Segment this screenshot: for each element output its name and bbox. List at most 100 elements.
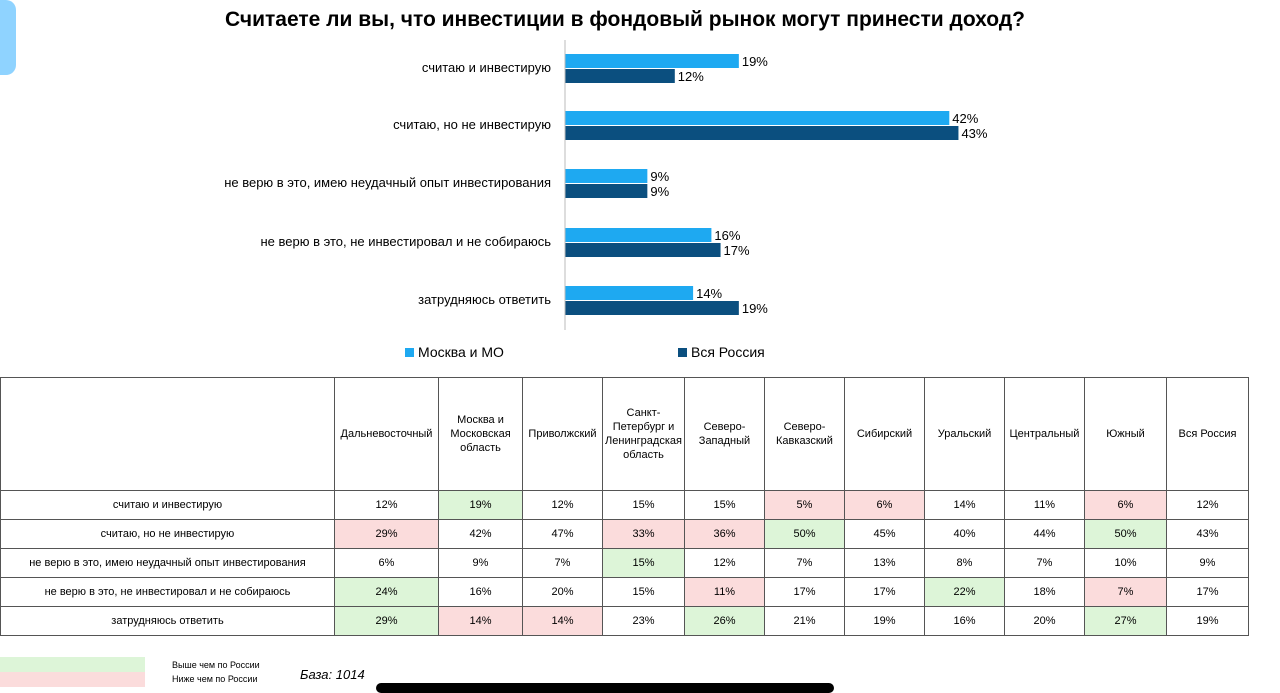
data-label: 12%: [678, 69, 704, 84]
regions-table: Дальневосточный Москва и Московская обла…: [0, 377, 1249, 636]
table-cell: 50%: [764, 519, 845, 549]
table-cell: 50%: [1084, 519, 1167, 549]
table-cell: 12%: [522, 490, 603, 520]
table-cell: 6%: [1084, 490, 1167, 520]
category-label: не верю в это, не инвестировал и не соби…: [260, 234, 551, 249]
bar: [565, 69, 675, 83]
base-size-note: База: 1014: [300, 667, 365, 682]
lower-label: Ниже чем по России: [172, 674, 258, 684]
table-body: считаю и инвестирую 12% 19% 12% 15% 15% 5% 6% 14…: [0, 490, 1249, 636]
bar: [565, 301, 739, 315]
data-label: 19%: [742, 54, 768, 69]
table-cell: 40%: [924, 519, 1005, 549]
table-cell: 7%: [1084, 577, 1167, 607]
table-row: считаю и инвестирую 12% 19% 12% 15% 15% 5% 6% 14…: [0, 490, 1249, 520]
table-cell: 24%: [334, 577, 439, 607]
table-row: не верю в это, имею неудачный опыт инвес…: [0, 548, 1249, 578]
table-cell: 7%: [764, 548, 845, 578]
header-cell: Приволжский: [522, 377, 603, 491]
table-cell: 9%: [1166, 548, 1249, 578]
table-cell: 12%: [1166, 490, 1249, 520]
bar: [565, 286, 694, 300]
table-cell: 15%: [602, 490, 685, 520]
header-cell: Южный: [1084, 377, 1167, 491]
row-label: считаю, но не инвестирую: [0, 519, 335, 549]
table-cell: 6%: [334, 548, 439, 578]
data-label: 19%: [742, 301, 768, 316]
corner-tab: [0, 0, 16, 75]
table-cell: 33%: [602, 519, 685, 549]
table-cell: 22%: [924, 577, 1005, 607]
table-cell: 20%: [1004, 606, 1085, 636]
table-cell: 7%: [522, 548, 603, 578]
table-cell: 12%: [684, 548, 765, 578]
table-cell: 12%: [334, 490, 439, 520]
bar: [565, 54, 739, 68]
table-cell: 47%: [522, 519, 603, 549]
table-cell: 8%: [924, 548, 1005, 578]
bar: [565, 184, 648, 198]
header-cell: Санкт-Петербург и Ленинградская область: [602, 377, 685, 491]
data-label: 14%: [696, 286, 722, 301]
legend-swatch-russia: [678, 347, 687, 357]
bar: [565, 126, 959, 140]
bar: [565, 243, 721, 257]
header-cell-empty: [0, 377, 335, 491]
table-row: не верю в это, не инвестировал и не соби…: [0, 577, 1249, 607]
table-cell: 29%: [334, 519, 439, 549]
table-row: считаю, но не инвестирую 29% 42% 47% 33% 36% 5…: [0, 519, 1249, 549]
chart-title: Считаете ли вы, что инвестиции в фондовы…: [225, 8, 1025, 31]
table-cell: 14%: [924, 490, 1005, 520]
header-cell: Дальневосточный: [334, 377, 439, 491]
table-header-row: Дальневосточный Москва и Московская обла…: [0, 377, 1249, 491]
legend-label-moscow: Москва и МО: [418, 344, 504, 360]
table-cell: 17%: [1166, 577, 1249, 607]
header-cell: Северо-Западный: [684, 377, 765, 491]
table-cell: 45%: [844, 519, 925, 549]
category-label: считаю, но не инвестирую: [393, 117, 551, 132]
table-cell: 13%: [844, 548, 925, 578]
table-cell: 27%: [1084, 606, 1167, 636]
bar: [565, 228, 712, 242]
higher-label: Выше чем по России: [172, 660, 260, 670]
table-cell: 16%: [438, 577, 523, 607]
data-label: 9%: [650, 169, 669, 184]
category-label: считаю и инвестирую: [422, 60, 551, 75]
table-cell: 42%: [438, 519, 523, 549]
horizontal-scrollbar[interactable]: [376, 683, 834, 693]
header-cell: Вся Россия: [1166, 377, 1249, 491]
table-cell: 11%: [1004, 490, 1085, 520]
legend-label-russia: Вся Россия: [691, 344, 765, 360]
header-cell: Сибирский: [844, 377, 925, 491]
table-cell: 29%: [334, 606, 439, 636]
table-cell: 6%: [844, 490, 925, 520]
legend-swatch-moscow: [405, 347, 414, 357]
table-cell: 19%: [1166, 606, 1249, 636]
chart-legend: Москва и МО Вся Россия: [0, 344, 1280, 362]
header-cell: Уральский: [924, 377, 1005, 491]
data-label: 16%: [714, 228, 740, 243]
table-cell: 18%: [1004, 577, 1085, 607]
row-label: считаю и инвестирую: [0, 490, 335, 520]
table-cell: 19%: [438, 490, 523, 520]
legend-item-russia: Вся Россия: [678, 344, 765, 360]
category-label: затрудняюсь ответить: [418, 292, 551, 307]
row-label: не верю в это, не инвестировал и не соби…: [0, 577, 335, 607]
bar: [565, 169, 648, 183]
bar: [565, 111, 950, 125]
data-label: 17%: [724, 243, 750, 258]
row-label: не верю в это, имею неудачный опыт инвес…: [0, 548, 335, 578]
category-label: не верю в это, имею неудачный опыт инвес…: [224, 175, 551, 190]
table-cell: 16%: [924, 606, 1005, 636]
data-label: 9%: [650, 184, 669, 199]
table-cell: 23%: [602, 606, 685, 636]
lower-swatch: [0, 672, 145, 687]
table-cell: 5%: [764, 490, 845, 520]
table-cell: 44%: [1004, 519, 1085, 549]
table-cell: 14%: [522, 606, 603, 636]
table-cell: 7%: [1004, 548, 1085, 578]
data-label: 42%: [952, 111, 978, 126]
table-cell: 26%: [684, 606, 765, 636]
table-cell: 17%: [764, 577, 845, 607]
table-cell: 36%: [684, 519, 765, 549]
